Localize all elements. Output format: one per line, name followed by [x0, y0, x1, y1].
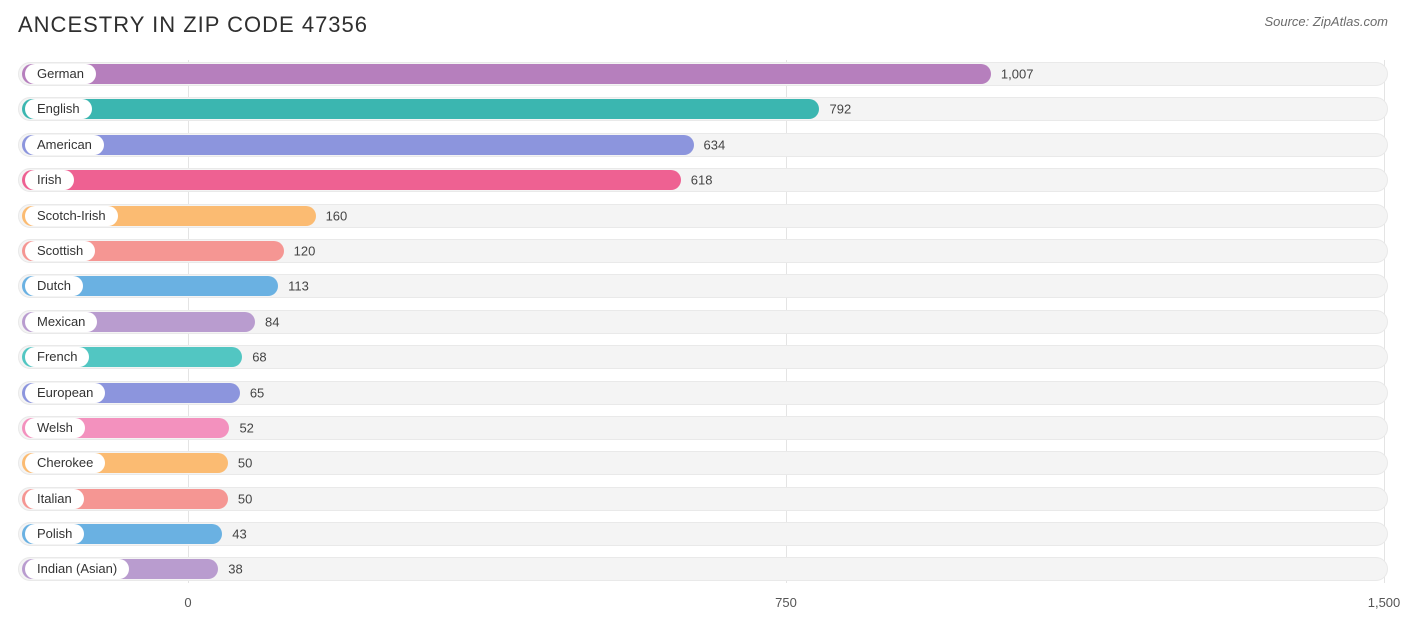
category-label: Scottish: [25, 241, 95, 261]
bar-row: Mexican 84: [18, 308, 1388, 336]
value-label: 618: [691, 173, 713, 188]
x-axis-tick: 1,500: [1368, 595, 1401, 610]
value-label: 43: [232, 527, 246, 542]
bar-row: Dutch 113: [18, 272, 1388, 300]
category-label: German: [25, 64, 96, 84]
bar-track: [18, 557, 1388, 581]
bar-row: Scottish 120: [18, 237, 1388, 265]
category-label: Cherokee: [25, 453, 105, 473]
value-label: 1,007: [1001, 67, 1034, 82]
value-label: 50: [238, 456, 252, 471]
bar-fill: [22, 99, 819, 119]
value-label: 113: [288, 279, 309, 294]
category-label: European: [25, 383, 105, 403]
x-axis-tick: 0: [184, 595, 191, 610]
chart-source: Source: ZipAtlas.com: [1264, 14, 1388, 29]
category-label: Irish: [25, 170, 74, 190]
bar-row: Welsh 52: [18, 414, 1388, 442]
bar-track: [18, 522, 1388, 546]
chart-plot-area: German 1,007 English 792 American 634 Irish 618…: [18, 60, 1388, 583]
bar-row: European 65: [18, 379, 1388, 407]
value-label: 634: [704, 137, 726, 152]
value-label: 50: [238, 491, 252, 506]
category-label: Italian: [25, 489, 84, 509]
category-label: Indian (Asian): [25, 559, 129, 579]
value-label: 65: [250, 385, 264, 400]
bar-row: French 68: [18, 343, 1388, 371]
chart-header: ANCESTRY IN ZIP CODE 47356 Source: ZipAt…: [18, 12, 1388, 38]
x-axis: 07501,500: [18, 591, 1388, 615]
value-label: 38: [228, 562, 242, 577]
bar-row: Irish 618: [18, 166, 1388, 194]
bar-row: German 1,007: [18, 60, 1388, 88]
bar-row: Cherokee 50: [18, 449, 1388, 477]
category-label: English: [25, 99, 92, 119]
value-label: 52: [239, 420, 253, 435]
value-label: 84: [265, 314, 279, 329]
bar-row: American 634: [18, 131, 1388, 159]
category-label: Polish: [25, 524, 84, 544]
bar-row: English 792: [18, 95, 1388, 123]
value-label: 68: [252, 350, 266, 365]
value-label: 160: [326, 208, 348, 223]
value-label: 792: [829, 102, 851, 117]
category-label: Mexican: [25, 312, 97, 332]
category-label: Welsh: [25, 418, 85, 438]
bar-row: Scotch-Irish 160: [18, 202, 1388, 230]
category-label: Dutch: [25, 276, 83, 296]
bar-fill: [22, 64, 991, 84]
chart-title: ANCESTRY IN ZIP CODE 47356: [18, 12, 368, 38]
category-label: Scotch-Irish: [25, 206, 118, 226]
bar-row: Indian (Asian) 38: [18, 555, 1388, 583]
value-label: 120: [294, 243, 316, 258]
x-axis-tick: 750: [775, 595, 797, 610]
bar-fill: [22, 135, 694, 155]
bar-fill: [22, 170, 681, 190]
category-label: French: [25, 347, 89, 367]
bar-row: Italian 50: [18, 485, 1388, 513]
bar-row: Polish 43: [18, 520, 1388, 548]
category-label: American: [25, 135, 104, 155]
